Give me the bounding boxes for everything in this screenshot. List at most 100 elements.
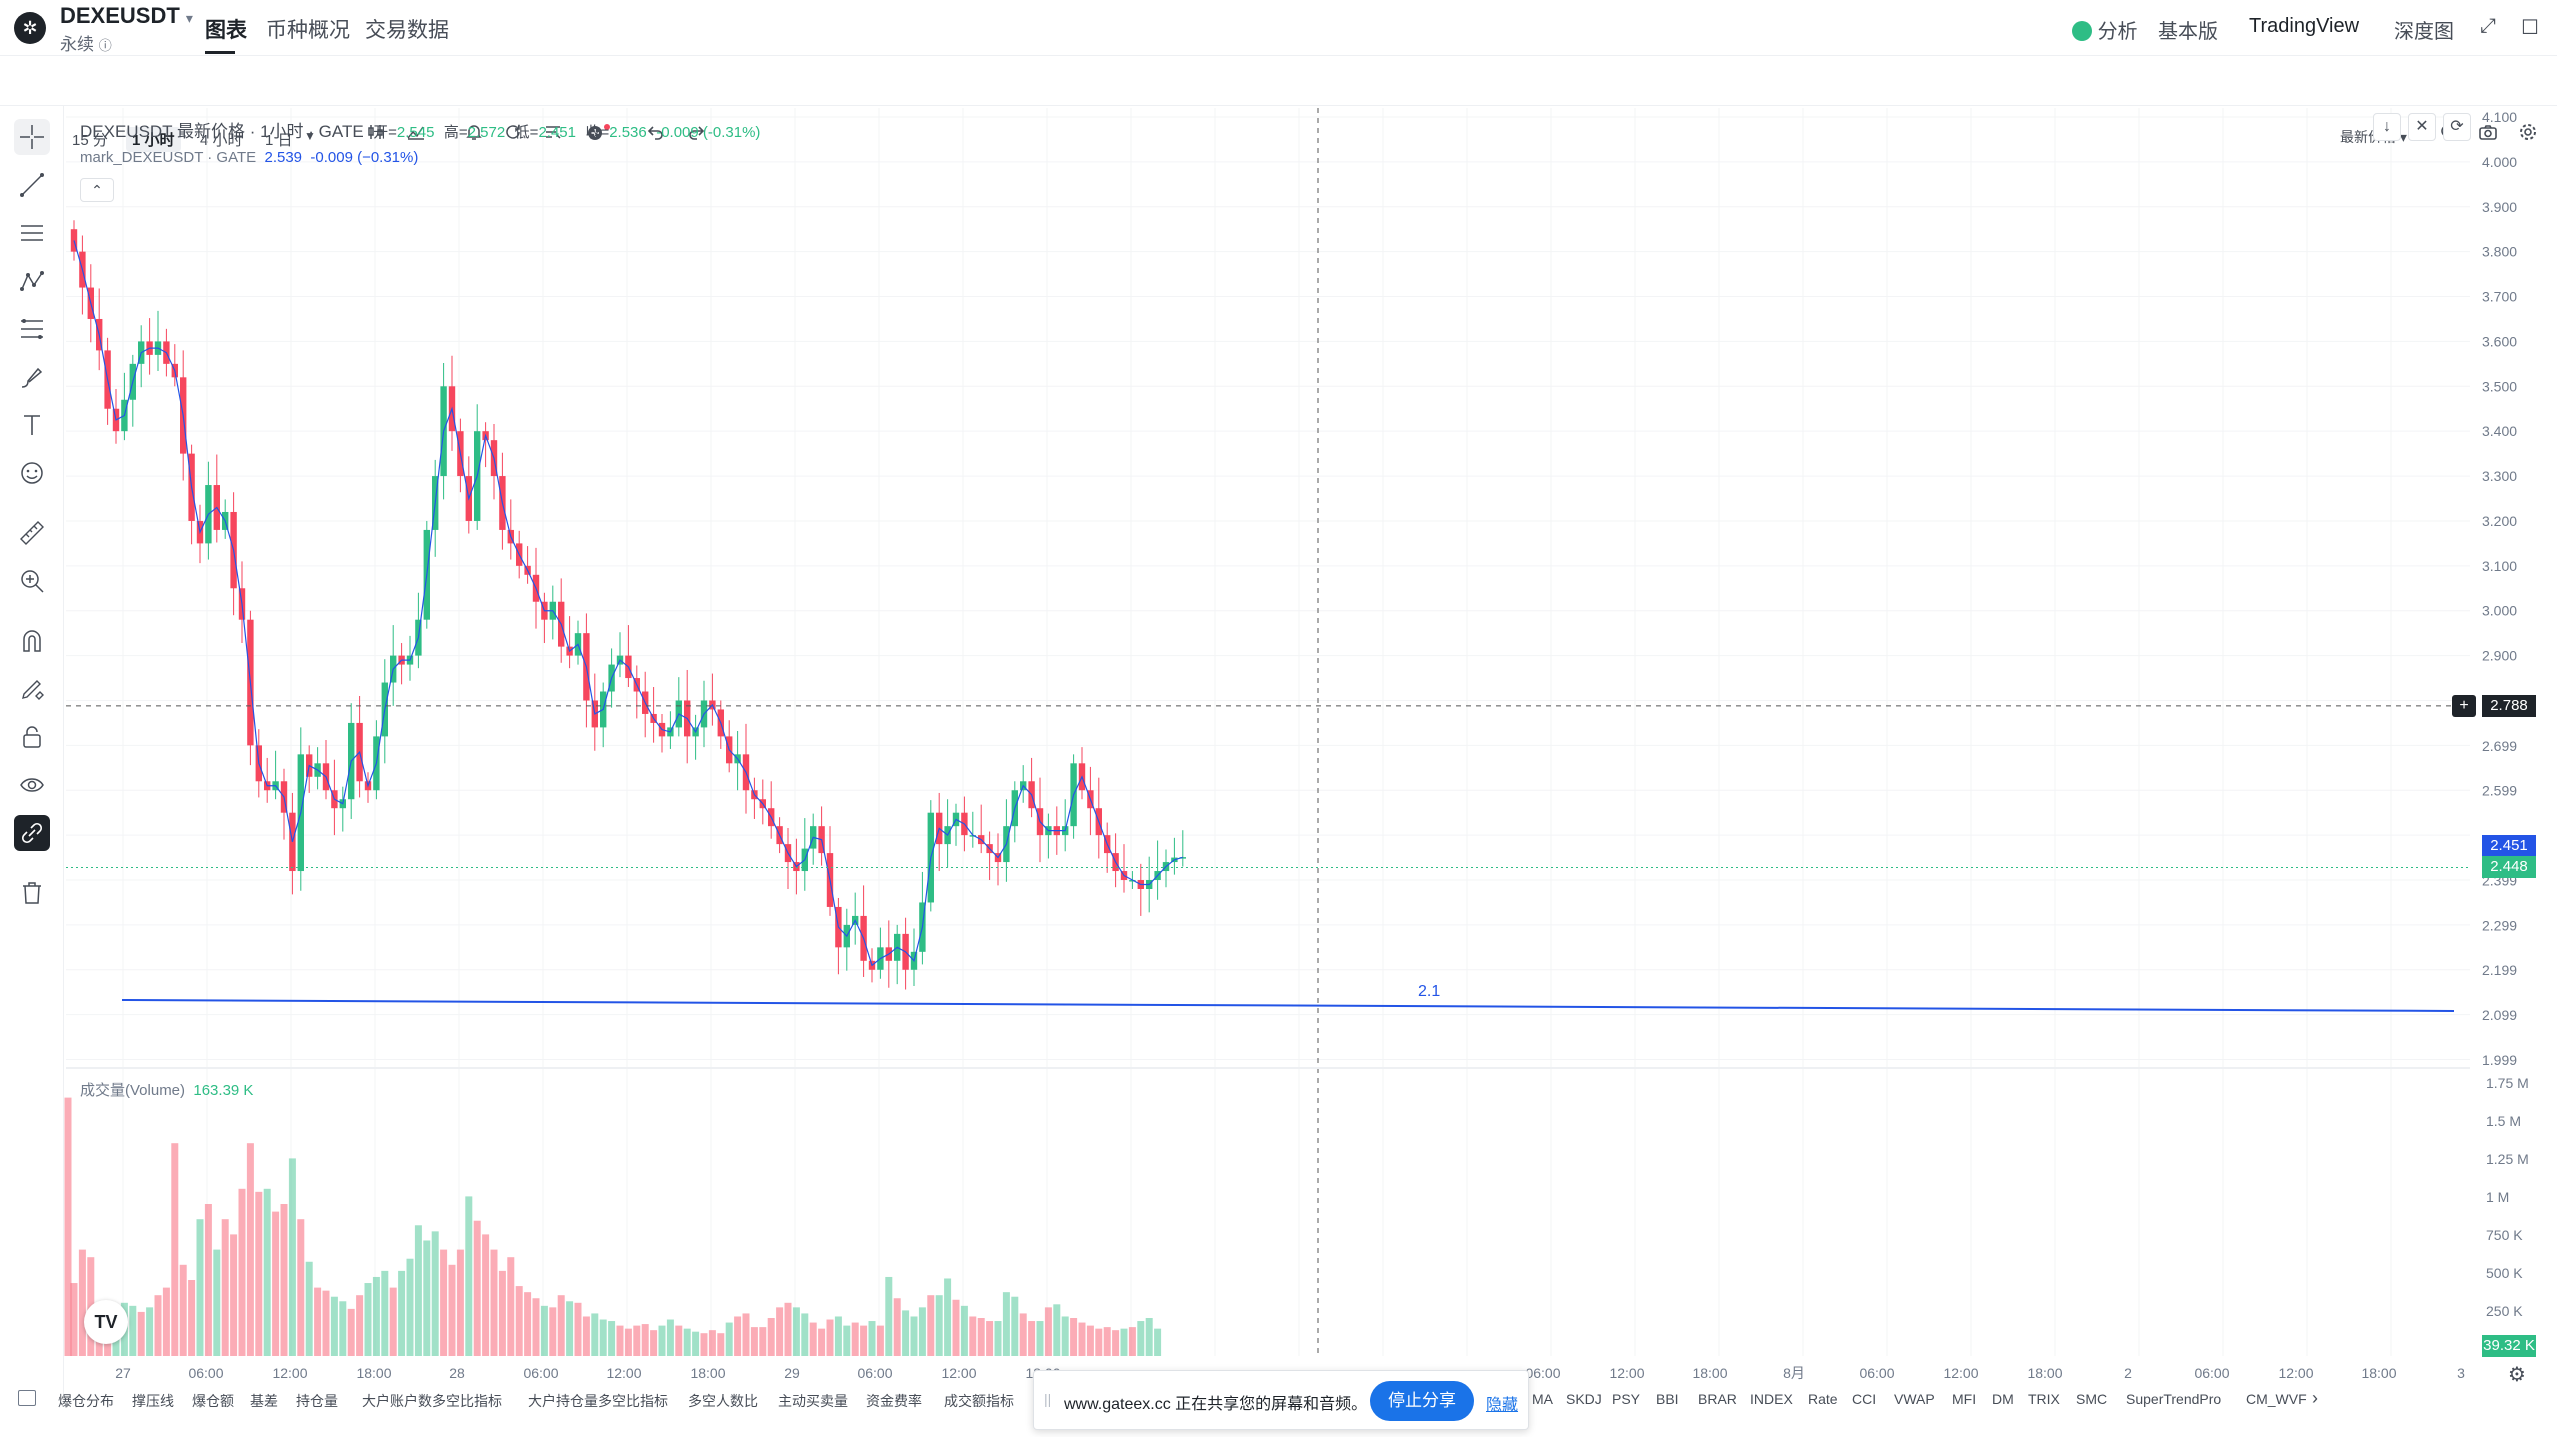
close-label: 收= — [585, 124, 610, 141]
depth-chart-tab[interactable]: 深度图 — [2394, 21, 2454, 43]
volume-bar — [230, 1234, 238, 1356]
volume-bar — [818, 1328, 826, 1356]
timeframe-more-icon[interactable]: ▼ — [304, 129, 316, 143]
indicator-7[interactable]: 多空人数比 — [688, 1393, 758, 1409]
price-tick-label: 3.300 — [2482, 468, 2517, 484]
scroll-to-latest-button[interactable]: ↓ — [2373, 113, 2401, 141]
indicator-18[interactable]: CCI — [1852, 1391, 1877, 1407]
volume-bar — [297, 1219, 305, 1356]
volume-bar — [1019, 1313, 1027, 1356]
tab-trade-data[interactable]: 交易数据 — [365, 19, 449, 42]
emoji-icon[interactable] — [14, 455, 50, 491]
timeframe-1h[interactable]: 1 小时 — [126, 127, 181, 152]
tradingview-logo[interactable]: TV — [84, 1300, 128, 1344]
indicator-14[interactable]: BBI — [1656, 1391, 1679, 1407]
tab-coin-overview[interactable]: 币种概况 — [266, 19, 350, 42]
indicator-13[interactable]: PSY — [1612, 1391, 1641, 1407]
eye-icon[interactable] — [14, 767, 50, 803]
crosshair-icon[interactable] — [14, 119, 50, 155]
legend-collapse-button[interactable]: ⌃ — [80, 178, 114, 202]
stop-sharing-button[interactable]: 停止分享 — [1370, 1381, 1474, 1421]
tradingview-tab[interactable]: TradingView — [2249, 15, 2360, 37]
indicator-10[interactable]: 成交额指标 — [944, 1393, 1014, 1409]
template-icon[interactable] — [543, 122, 563, 148]
timeframe-4h[interactable]: 4 小时 — [200, 132, 243, 149]
indicator-4[interactable]: 持仓量 — [296, 1393, 338, 1409]
indicator-icon[interactable] — [366, 122, 386, 148]
camera-icon[interactable] — [2478, 122, 2498, 148]
indicator-15[interactable]: BRAR — [1698, 1391, 1737, 1407]
indicator-22[interactable]: TRIX — [2028, 1391, 2060, 1407]
candle-body — [465, 476, 472, 521]
add-alert-icon[interactable]: + — [2452, 694, 2476, 717]
timeframe-1d[interactable]: 1 日 — [265, 132, 293, 149]
reset-chart-button[interactable]: ⟳ — [2443, 113, 2471, 141]
indicator-0[interactable]: 爆仓分布 — [58, 1393, 114, 1409]
volume-bar — [759, 1327, 767, 1356]
candle-body — [104, 350, 111, 409]
redo-icon[interactable] — [686, 122, 706, 148]
trend-line-icon[interactable] — [14, 167, 50, 203]
text-icon[interactable] — [14, 407, 50, 443]
main-legend: DEXEUSDT 最新价格 · 1小时 · GATE 开=2.545 高=2.5… — [80, 117, 760, 142]
time-tick-label: 2 — [2124, 1365, 2132, 1381]
indicator-5[interactable]: 大户账户数多空比指标 — [362, 1393, 502, 1409]
horizontal-lines-icon[interactable] — [14, 215, 50, 251]
hide-banner-link[interactable]: 隐藏 — [1486, 1397, 1519, 1414]
analysis-icon — [2072, 21, 2092, 41]
candle-body — [448, 386, 456, 432]
trash-icon[interactable] — [14, 875, 50, 911]
basic-view-tab[interactable]: 基本版 — [2158, 21, 2218, 43]
info-icon[interactable]: ⓘ — [98, 38, 112, 53]
volume-legend: 成交量(Volume) 163.39 K — [80, 1079, 253, 1100]
alert-icon[interactable] — [464, 122, 484, 148]
lock-drawing-icon[interactable] — [14, 671, 50, 707]
symbol-selector[interactable]: DEXEUSDT ▾ — [60, 3, 193, 29]
pattern-icon[interactable] — [14, 263, 50, 299]
undo-icon[interactable] — [646, 122, 666, 148]
panel-toggle-icon[interactable] — [18, 1390, 36, 1406]
indicator-21[interactable]: DM — [1992, 1391, 2014, 1407]
fib-icon[interactable] — [14, 311, 50, 347]
chart-settings-icon[interactable]: ⚙ — [2508, 1364, 2526, 1386]
indicator-6[interactable]: 大户持仓量多空比指标 — [528, 1393, 668, 1409]
indicator-20[interactable]: MFI — [1952, 1391, 1977, 1407]
indicator-16[interactable]: INDEX — [1750, 1391, 1793, 1407]
indicator-17[interactable]: Rate — [1808, 1391, 1838, 1407]
screen-share-banner: || www.gateex.cc 正在共享您的屏幕和音频。 停止分享 隐藏 — [1033, 1370, 1529, 1430]
trendline[interactable] — [121, 999, 2455, 1012]
indicator-1[interactable]: 撑压线 — [132, 1393, 174, 1409]
replay-icon[interactable] — [503, 122, 523, 148]
time-tick-label: 8月 — [1783, 1365, 1805, 1381]
indicator-19[interactable]: VWAP — [1894, 1391, 1935, 1407]
time-tick-label: 18:00 — [1692, 1365, 1727, 1381]
chart-type-icon[interactable] — [406, 122, 426, 148]
indicator-scroll-right-icon[interactable]: › — [2312, 1388, 2318, 1408]
close-pane-button[interactable]: ✕ — [2408, 113, 2436, 141]
lock-icon[interactable] — [14, 719, 50, 755]
analysis-button[interactable]: 分析 — [2072, 15, 2138, 44]
add-icon[interactable] — [585, 122, 611, 148]
tab-chart[interactable]: 图表 — [205, 19, 247, 42]
brush-icon[interactable] — [14, 359, 50, 395]
fullscreen-icon[interactable]: ☐ — [2521, 17, 2539, 39]
ruler-icon[interactable] — [14, 515, 50, 551]
link-icon[interactable] — [14, 815, 50, 851]
indicator-24[interactable]: SuperTrendPro — [2126, 1391, 2222, 1407]
timeframe-15m[interactable]: 15 分 — [72, 132, 108, 149]
volume-bar — [448, 1264, 456, 1356]
indicator-12[interactable]: SKDJ — [1566, 1391, 1602, 1407]
zoom-in-icon[interactable] — [14, 563, 50, 599]
gear-icon[interactable] — [2518, 122, 2538, 148]
indicator-25[interactable]: CM_WVF — [2246, 1391, 2307, 1407]
expand-icon[interactable]: ⤢ — [2480, 15, 2496, 37]
indicator-9[interactable]: 资金费率 — [866, 1393, 922, 1409]
indicator-8[interactable]: 主动买卖量 — [778, 1393, 848, 1409]
indicator-3[interactable]: 基差 — [250, 1393, 278, 1409]
indicator-23[interactable]: SMC — [2076, 1391, 2108, 1407]
drag-handle-icon[interactable]: || — [1044, 1391, 1052, 1407]
indicator-11[interactable]: MA — [1532, 1391, 1553, 1407]
indicator-2[interactable]: 爆仓额 — [192, 1393, 234, 1409]
magnet-icon[interactable] — [14, 623, 50, 659]
